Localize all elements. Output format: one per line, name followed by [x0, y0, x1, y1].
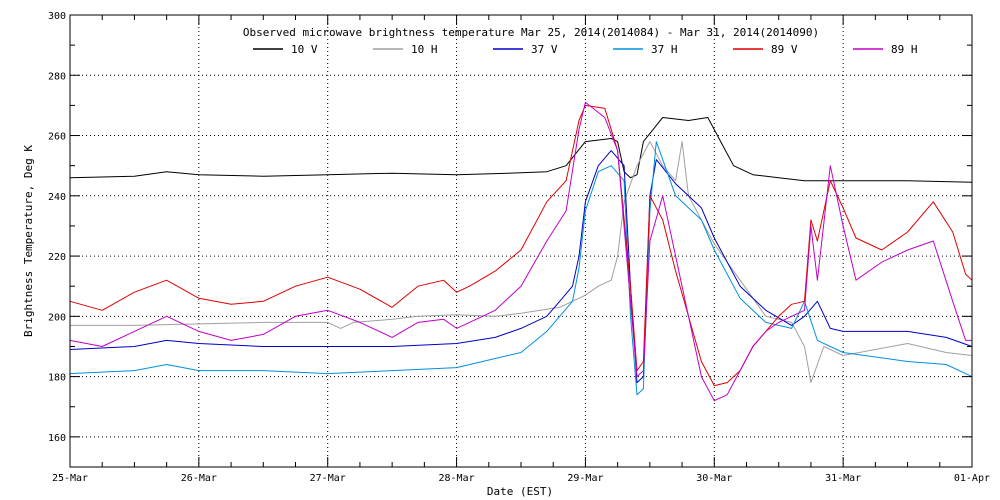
series-line-37-v	[69, 150, 973, 384]
legend: 10 V 10 H 37 V 37 H 89 V 89 H	[253, 43, 918, 56]
legend-label-37-v: 37 V	[531, 43, 558, 56]
legend-label-10-v: 10 V	[291, 43, 318, 56]
series-line-89-v	[69, 104, 973, 387]
y-tick-label: 240	[48, 192, 66, 203]
plot-frame	[69, 14, 973, 468]
x-tick-label: 25-Mar	[52, 473, 88, 484]
y-tick-label: 300	[48, 11, 66, 22]
series-line-10-v	[69, 117, 973, 183]
chart-title: Observed microwave brightness temperatur…	[243, 26, 819, 39]
x-tick-label: 29-Mar	[567, 473, 603, 484]
axes: 160 180 200 220 240 260 280 300 25-Mar 26-Mar 27-M…	[48, 11, 990, 484]
legend-label-89-v: 89 V	[771, 43, 798, 56]
series-line-37-h	[69, 141, 973, 396]
series-line-89-h	[69, 101, 972, 402]
legend-label-89-h: 89 H	[891, 43, 918, 56]
x-tick-label: 01-Apr	[954, 473, 990, 484]
y-tick-label: 260	[48, 132, 66, 143]
y-tick-label: 220	[48, 252, 66, 263]
x-tick-label: 26-Mar	[181, 473, 217, 484]
x-tick-label: 30-Mar	[696, 473, 732, 484]
x-tick-label: 31-Mar	[825, 473, 861, 484]
y-tick-label: 160	[48, 433, 66, 444]
x-tick-label: 27-Mar	[310, 473, 346, 484]
legend-label-37-h: 37 H	[651, 43, 678, 56]
x-axis-label: Date (EST)	[487, 485, 553, 498]
y-tick-label: 280	[48, 71, 66, 82]
grid	[70, 15, 972, 467]
y-tick-label: 180	[48, 373, 66, 384]
series-line-10-h	[70, 141, 973, 384]
x-tick-label: 28-Mar	[439, 473, 475, 484]
y-tick-label: 200	[48, 312, 66, 323]
series-lines	[69, 101, 973, 402]
legend-label-10-h: 10 H	[411, 43, 438, 56]
y-axis-label: Brightness Temperature, Deg K	[22, 145, 35, 337]
